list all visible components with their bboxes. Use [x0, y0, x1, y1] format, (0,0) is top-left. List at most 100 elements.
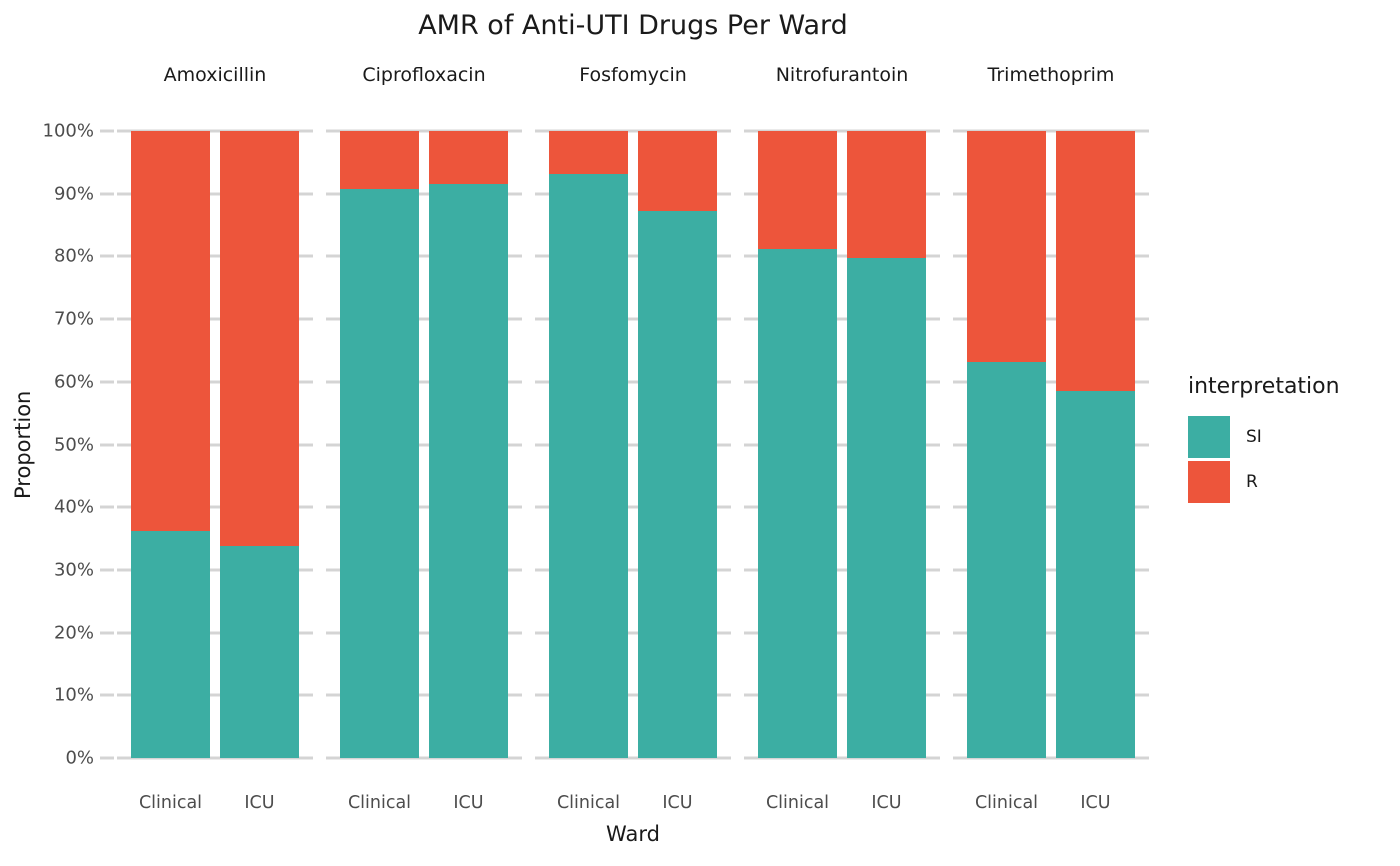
- gridline: [535, 756, 731, 760]
- gridline: [117, 254, 313, 258]
- facet-strip-row: Amoxicillin Ciprofloxacin Fosfomycin Nitrof…: [117, 64, 1149, 92]
- bar-segment-r: [220, 131, 299, 547]
- facet-strip-label: Trimethoprim: [987, 64, 1115, 86]
- bar-segment-si: [220, 546, 299, 758]
- bar-group: [535, 131, 731, 758]
- stacked-bar-nitrofurantoin-icu: [847, 131, 926, 758]
- gridline: [117, 631, 313, 635]
- gridline: [117, 317, 313, 321]
- gridline: [744, 693, 940, 697]
- plot-panels: [117, 129, 1149, 760]
- legend-entries: SI R: [1188, 416, 1393, 503]
- gridline: [744, 192, 940, 196]
- gridline: [326, 192, 522, 196]
- gridline: [117, 505, 313, 509]
- gridline: [744, 380, 940, 384]
- bar-group: [117, 131, 313, 758]
- bar-segment-si: [967, 361, 1046, 758]
- x-axis-tick-label: ICU: [1080, 793, 1111, 813]
- facet-strip-label: Fosfomycin: [579, 64, 687, 86]
- gridline: [953, 568, 1149, 572]
- facet-panel-ciprofloxacin: [326, 129, 522, 760]
- facet-panel-trimethoprim: [953, 129, 1149, 760]
- stacked-bar-trimethoprim-clinical: [967, 131, 1046, 758]
- y-axis-tick-label: 40%: [53, 496, 94, 518]
- gridline: [535, 443, 731, 446]
- bar-segment-si: [758, 248, 837, 758]
- x-axis-tick-label: Clinical: [347, 793, 412, 813]
- bar-segment-r: [847, 131, 926, 258]
- gridline: [326, 380, 522, 384]
- legend-swatch-r: [1188, 461, 1230, 503]
- legend-label: SI: [1246, 427, 1262, 447]
- gridline: [535, 192, 731, 196]
- bar-segment-r: [131, 131, 210, 532]
- x-label-cell: Clinical ICU: [117, 793, 313, 819]
- x-axis-tick-label: ICU: [662, 793, 693, 813]
- x-axis-tick-label: Clinical: [765, 793, 830, 813]
- legend: interpretation SI R: [1188, 374, 1393, 506]
- x-label-cell: Clinical ICU: [744, 793, 940, 819]
- gridline: [326, 443, 522, 446]
- gridline: [953, 192, 1149, 196]
- gridline: [117, 693, 313, 697]
- gridline: [535, 317, 731, 321]
- y-axis-tick: [100, 254, 114, 258]
- y-axis-tick: [100, 443, 114, 446]
- legend-title: interpretation: [1188, 374, 1340, 399]
- gridline: [953, 380, 1149, 384]
- y-axis-tick: [100, 568, 114, 572]
- x-axis-tick-label: Clinical: [138, 793, 203, 813]
- legend-entry-r: R: [1188, 461, 1393, 503]
- y-axis-tick-label: 70%: [53, 308, 94, 330]
- gridline: [744, 443, 940, 446]
- bar-segment-si: [340, 188, 419, 758]
- x-axis-tick-labels: Clinical ICU Clinical ICU Clinical ICU Clinica…: [117, 793, 1149, 819]
- y-axis: 100% 90% 80% 70% 60% 50% 40% 30% 20% 10% 0%: [0, 121, 116, 769]
- x-axis-title: Ward: [606, 822, 660, 846]
- gridline: [117, 443, 313, 446]
- y-axis-tick: [100, 317, 114, 321]
- y-axis-tick: [100, 693, 114, 697]
- x-label-cell: Clinical ICU: [326, 793, 522, 819]
- chart-title: AMR of Anti-UTI Drugs Per Ward: [418, 10, 848, 41]
- gridline: [953, 631, 1149, 635]
- bar-group: [326, 131, 522, 758]
- x-axis-tick-label: Clinical: [556, 793, 621, 813]
- gridline: [326, 317, 522, 321]
- bar-segment-r: [549, 131, 628, 175]
- y-axis-tick-label: 60%: [53, 371, 94, 393]
- bar-segment-si: [847, 257, 926, 758]
- bar-segment-r: [340, 131, 419, 189]
- legend-swatch-si: [1188, 416, 1230, 458]
- gridline: [326, 693, 522, 697]
- bar-segment-r: [758, 131, 837, 249]
- stacked-bar-fosfomycin-icu: [638, 131, 717, 758]
- gridline: [744, 505, 940, 509]
- y-axis-tick-label: 10%: [53, 684, 94, 706]
- gridline: [117, 756, 313, 760]
- y-axis-tick: [100, 756, 114, 760]
- gridline: [535, 568, 731, 572]
- gridline: [326, 756, 522, 760]
- legend-label: R: [1246, 472, 1258, 492]
- gridline: [744, 317, 940, 321]
- gridline: [953, 129, 1149, 133]
- bar-segment-si: [1056, 391, 1135, 758]
- y-axis-tick-label: 0%: [65, 747, 94, 769]
- bar-segment-r: [1056, 131, 1135, 392]
- gridline: [117, 129, 313, 133]
- stacked-bar-nitrofurantoin-clinical: [758, 131, 837, 758]
- stacked-bar-ciprofloxacin-icu: [429, 131, 508, 758]
- legend-entry-si: SI: [1188, 416, 1393, 458]
- gridline: [744, 568, 940, 572]
- gridline: [953, 756, 1149, 760]
- x-axis-tick-label: Clinical: [974, 793, 1039, 813]
- facet-strip-label: Nitrofurantoin: [775, 64, 909, 86]
- stacked-bar-fosfomycin-clinical: [549, 131, 628, 758]
- gridline: [535, 129, 731, 133]
- gridline: [326, 254, 522, 258]
- gridline: [744, 631, 940, 635]
- facet-panel-amoxicillin: [117, 129, 313, 760]
- bar-segment-si: [638, 210, 717, 758]
